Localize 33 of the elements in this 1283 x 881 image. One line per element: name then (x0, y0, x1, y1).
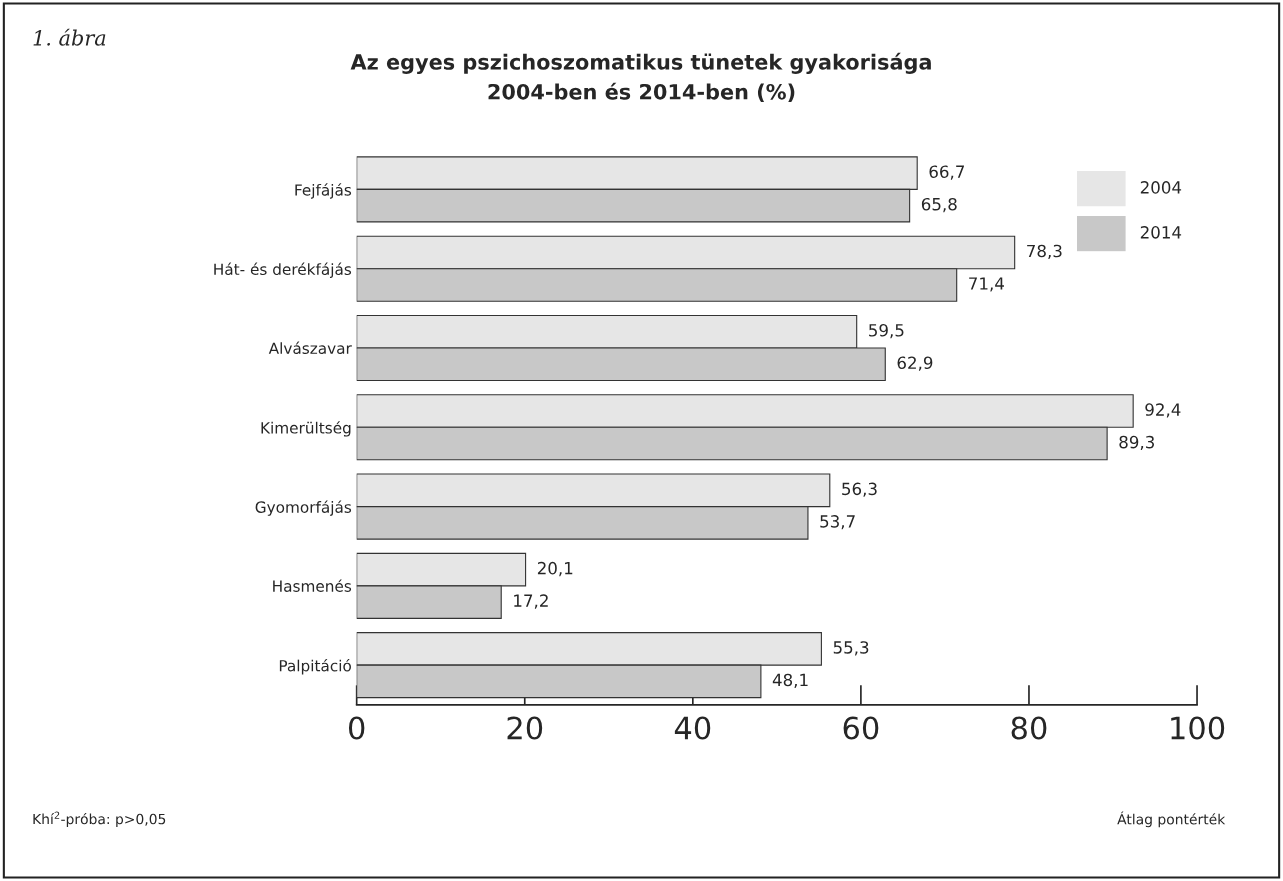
chart-title: Az egyes pszichoszomatikus tünetek gyakorisága 2004-ben és 2014-ben (%) (350, 52, 931, 103)
data-label: 92,4 (1145, 403, 1181, 418)
y-tick-label: Gyomorfájás (255, 500, 352, 516)
data-label: 89,3 (1119, 435, 1154, 451)
x-tick-label: 0 (348, 716, 365, 740)
y-tick-label: Hasmenés (273, 579, 352, 592)
x-tick-label: 80 (1011, 716, 1047, 740)
legend-label: 2014 (1140, 226, 1182, 239)
legend-label: 2004 (1140, 181, 1182, 194)
y-tick-label: Hát- és derékfájás (214, 262, 352, 278)
text: 1. ábra (33, 28, 106, 46)
data-label: 17,2 (514, 594, 548, 609)
y-tick-label: Fejfájás (295, 183, 352, 199)
data-label: 78,3 (1027, 244, 1062, 259)
x-tick-label: 60 (843, 716, 879, 740)
data-label: 55,3 (833, 641, 869, 656)
x-tick-label: 100 (1171, 716, 1225, 740)
data-label: 20,1 (537, 561, 573, 577)
y-tick-label: Alvászavar (268, 341, 352, 355)
y-tick-label: Kimerültség (261, 421, 351, 437)
data-label: 59,5 (869, 323, 904, 339)
x-tick-label: 40 (674, 716, 711, 740)
x-tick-label: 20 (507, 716, 543, 740)
data-label: 71,4 (969, 277, 1004, 292)
text: Átlag pontérték (1117, 811, 1226, 828)
data-label: 66,7 (929, 165, 964, 180)
data-label: 48,1 (772, 673, 808, 688)
data-label: 56,3 (842, 482, 877, 497)
text: Khí$^{2}$-próba: p>0,05 (33, 811, 166, 827)
data-label: 53,7 (820, 515, 855, 530)
y-tick-label: Palpitáció (279, 659, 351, 675)
data-label: 62,9 (897, 356, 933, 371)
data-label: 65,8 (921, 197, 957, 213)
